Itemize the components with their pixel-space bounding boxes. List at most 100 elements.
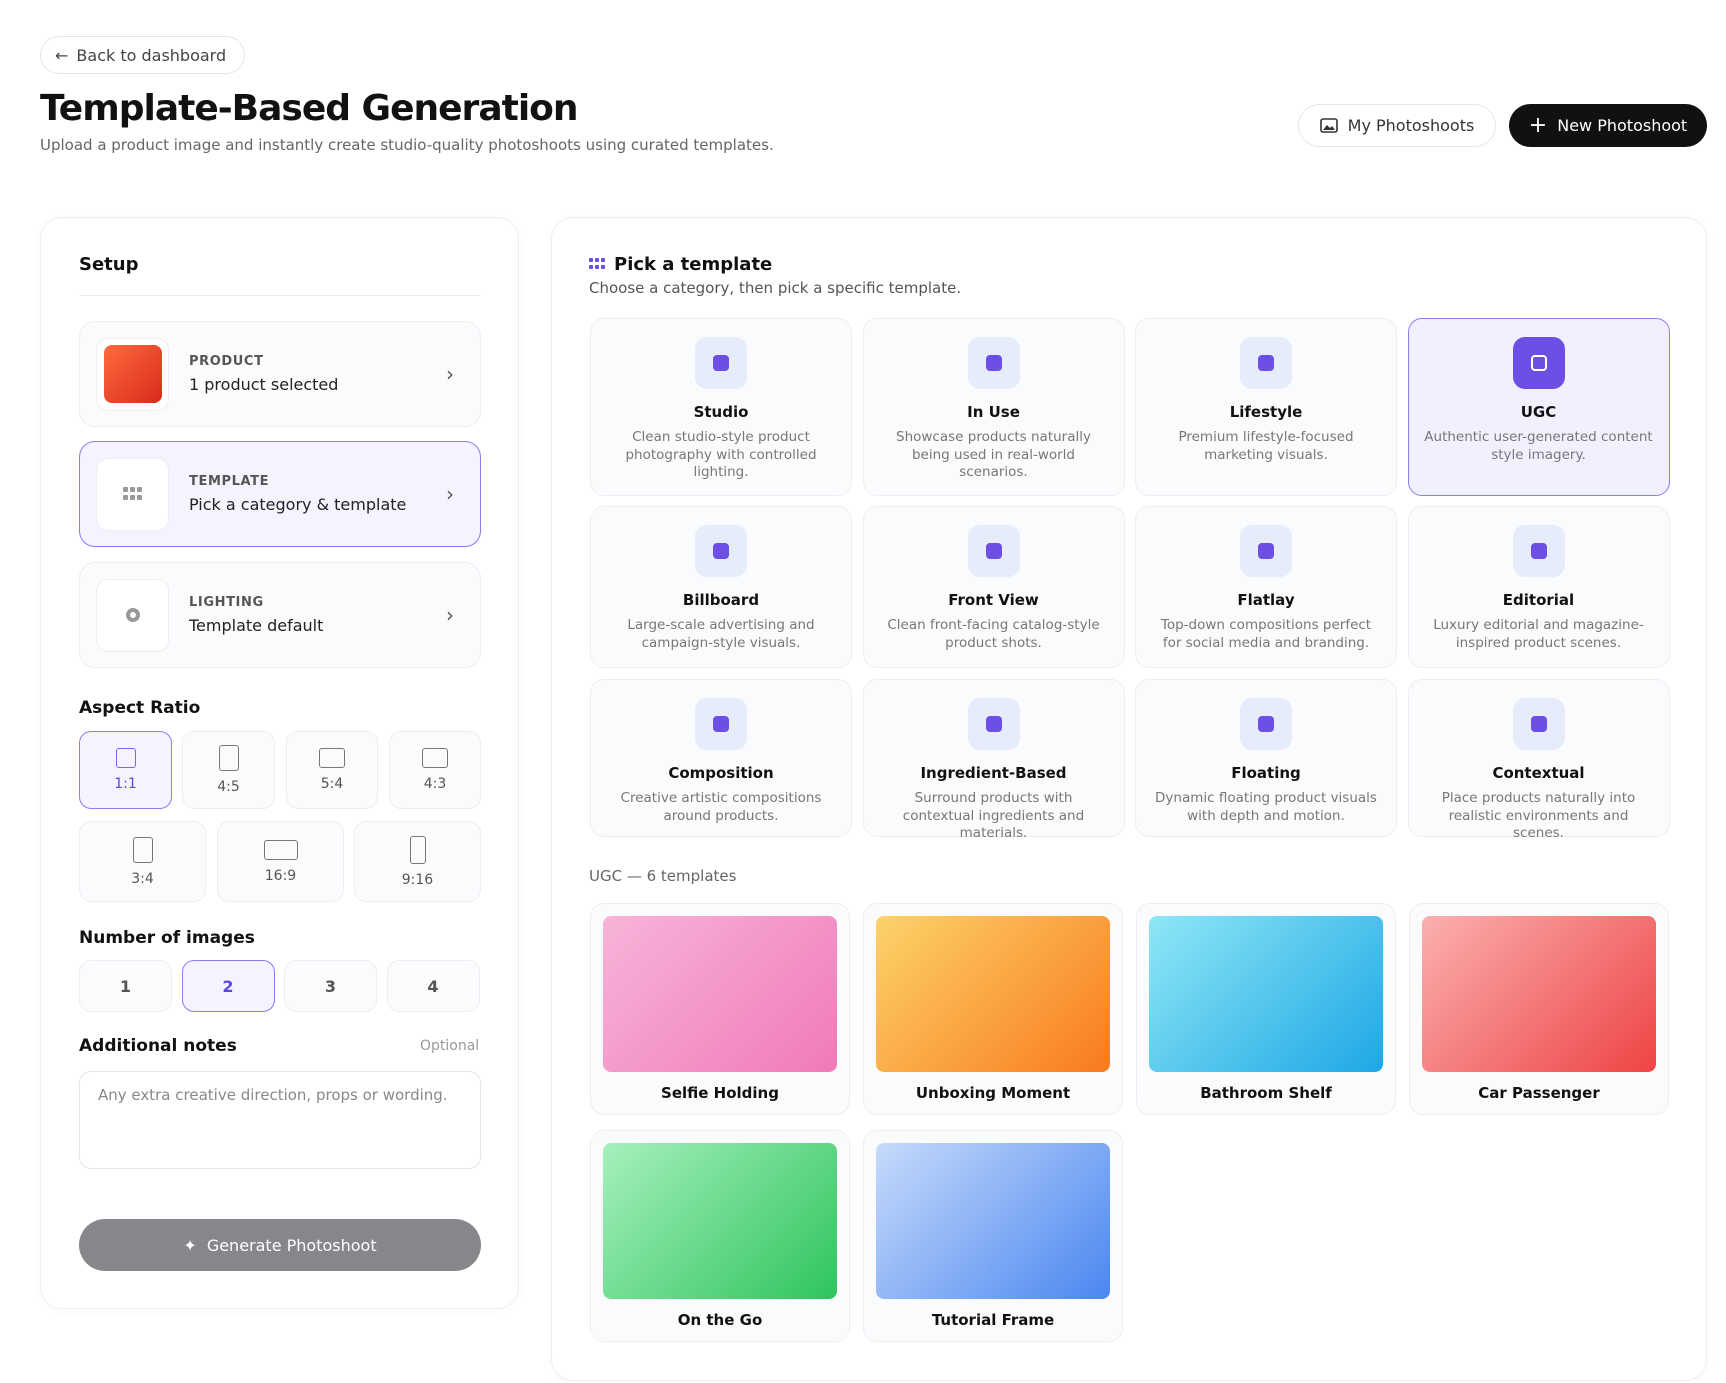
category-name: Composition — [668, 764, 774, 782]
sparkle-icon: ✦ — [183, 1235, 197, 1255]
notes-title: Additional notes — [79, 1036, 237, 1056]
template-card[interactable]: Unboxing Moment — [863, 903, 1123, 1115]
my-photoshoots-label: My Photoshoots — [1347, 116, 1475, 135]
category-name: Floating — [1231, 764, 1301, 782]
count-option[interactable]: 3 — [284, 960, 377, 1012]
aspect-shape — [115, 748, 136, 768]
my-photoshoots-button[interactable]: My Photoshoots — [1298, 104, 1496, 147]
back-button[interactable]: ← Back to dashboard — [40, 36, 245, 74]
category-description: Place products naturally into realistic … — [1441, 790, 1636, 842]
category-card[interactable]: Contextual Place products naturally into … — [1407, 679, 1670, 841]
template-card[interactable]: On the Go — [590, 1130, 850, 1342]
template-card[interactable]: Tutorial Frame — [863, 1130, 1123, 1342]
aspect-title: Aspect Ratio — [79, 698, 201, 718]
grid-icon — [589, 258, 605, 269]
templates-heading: UGC — 6 templates — [589, 867, 737, 885]
category-card[interactable]: UGC Authentic user-generated content styl… — [1407, 318, 1670, 496]
aspect-option[interactable]: 9:16 — [354, 821, 481, 902]
category-card[interactable]: In Use Showcase products naturally being … — [862, 318, 1125, 496]
category-card[interactable]: Editorial Luxury editorial and magazine-i… — [1407, 506, 1670, 668]
category-icon — [695, 698, 747, 750]
aspect-label: 16:9 — [264, 867, 297, 884]
template-thumbnail — [603, 916, 837, 1072]
category-description: Showcase products naturally being used i… — [896, 429, 1091, 481]
category-icon — [1240, 337, 1292, 389]
gallery-icon — [1319, 117, 1338, 133]
divider — [79, 295, 481, 296]
aspect-option[interactable]: 3:4 — [79, 821, 206, 902]
aspect-label: 1:1 — [114, 776, 137, 792]
template-name: Unboxing Moment — [915, 1084, 1071, 1102]
step-icon — [96, 337, 169, 411]
category-icon — [695, 525, 747, 577]
template-card[interactable]: Selfie Holding — [590, 903, 850, 1115]
aspect-option[interactable]: 4:3 — [389, 731, 481, 809]
template-card[interactable]: Car Passenger — [1409, 903, 1669, 1115]
category-name: Contextual — [1492, 764, 1585, 782]
aspect-option[interactable]: 16:9 — [217, 821, 344, 902]
chevron: › — [446, 603, 454, 627]
step-card[interactable]: Lighting Template default › — [79, 562, 481, 668]
back-arrow: ← — [55, 45, 69, 65]
category-icon — [1240, 698, 1292, 750]
step-card[interactable]: Product 1 product selected › — [79, 321, 481, 427]
category-card[interactable]: Composition Creative artistic composition… — [590, 679, 852, 837]
aspect-option[interactable]: 4:5 — [182, 731, 275, 809]
new-photoshoot-button[interactable]: + New Photoshoot — [1509, 104, 1707, 147]
category-name: UGC — [1520, 403, 1557, 421]
category-name: Billboard — [682, 591, 760, 609]
count-title: Number of images — [79, 928, 255, 948]
aspect-shape — [132, 836, 153, 863]
count-label: 1 — [119, 976, 132, 996]
generate-button[interactable]: ✦ Generate Photoshoot — [79, 1219, 481, 1271]
category-name: Lifestyle — [1229, 403, 1303, 421]
category-description: Dynamic floating product visuals with de… — [1155, 790, 1377, 824]
template-thumbnail — [603, 1143, 837, 1299]
category-icon — [967, 337, 1020, 389]
template-name: Selfie Holding — [661, 1084, 779, 1102]
category-card[interactable]: Front View Clean front-facing catalog-sty… — [862, 506, 1125, 668]
category-name: Editorial — [1502, 591, 1575, 609]
step-text: Template Pick a category & template — [189, 474, 406, 514]
category-card[interactable]: Billboard Large-scale advertising and cam… — [590, 506, 852, 668]
template-name: Car Passenger — [1478, 1084, 1600, 1102]
template-thumbnail — [1422, 916, 1656, 1072]
aspect-option[interactable]: 1:1 — [79, 731, 172, 809]
category-icon — [967, 525, 1020, 577]
count-option[interactable]: 4 — [386, 960, 480, 1012]
template-name: On the Go — [677, 1311, 763, 1329]
aspect-shape — [218, 745, 239, 771]
step-value: Pick a category & template — [189, 495, 407, 514]
category-name: Front View — [948, 591, 1039, 609]
count-label: 3 — [324, 976, 337, 996]
page-title: Template-Based Generation — [40, 88, 579, 129]
category-name: Ingredient-Based — [920, 764, 1067, 782]
category-card[interactable]: Flatlay Top-down compositions perfect for… — [1135, 506, 1397, 668]
count-option[interactable]: 2 — [181, 960, 275, 1012]
template-name: Bathroom Shelf — [1200, 1084, 1332, 1102]
category-card[interactable]: Floating Dynamic floating product visuals… — [1135, 679, 1397, 837]
category-card[interactable]: Lifestyle Premium lifestyle-focused marke… — [1135, 318, 1397, 496]
aspect-option[interactable]: 5:4 — [286, 731, 378, 809]
notes-input[interactable]: Any extra creative direction, props or w… — [79, 1071, 481, 1169]
notes-optional: Optional — [420, 1038, 480, 1054]
aspect-label: 9:16 — [401, 871, 434, 888]
category-card[interactable]: Studio Clean studio-style product photogr… — [590, 318, 852, 496]
category-card[interactable]: Ingredient-Based Surround products with c… — [862, 679, 1125, 841]
step-card[interactable]: Template Pick a category & template › — [79, 441, 481, 547]
category-name: Studio — [693, 403, 749, 421]
template-card[interactable]: Bathroom Shelf — [1136, 903, 1396, 1115]
plus-icon: + — [1528, 113, 1548, 138]
picker-title: Pick a template — [614, 254, 773, 275]
category-name: Flatlay — [1237, 591, 1295, 609]
category-description: Clean front-facing catalog-style product… — [887, 617, 1100, 651]
step-label: Template — [189, 474, 270, 489]
category-name: In Use — [967, 403, 1020, 421]
category-icon — [967, 698, 1020, 750]
count-option[interactable]: 1 — [79, 960, 172, 1012]
category-description: Top-down compositions perfect for social… — [1160, 617, 1372, 651]
count-label: 2 — [222, 976, 234, 996]
category-description: Premium lifestyle-focused marketing visu… — [1178, 429, 1354, 463]
template-name: Tutorial Frame — [931, 1311, 1055, 1329]
